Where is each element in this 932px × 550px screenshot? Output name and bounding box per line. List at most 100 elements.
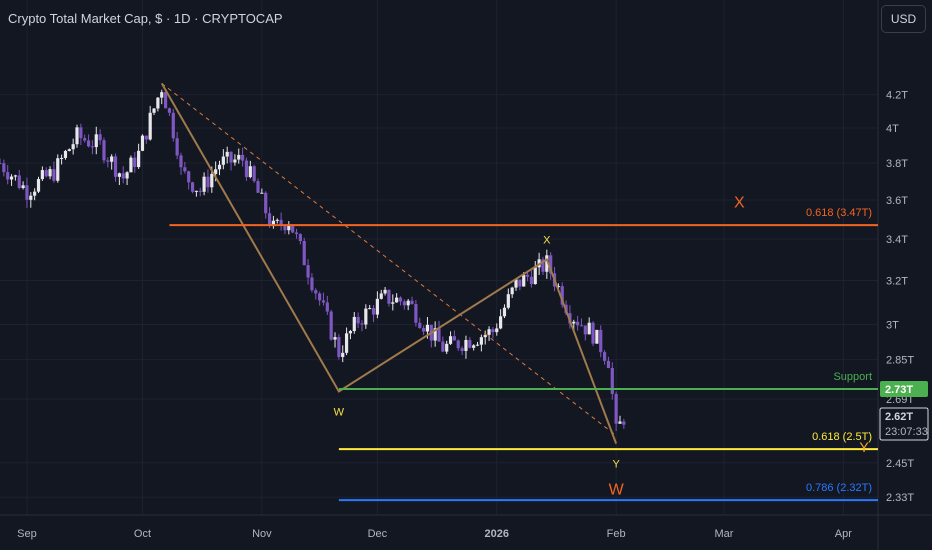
candle-body xyxy=(391,302,395,304)
candle-body xyxy=(6,172,10,180)
candle-body xyxy=(579,325,584,327)
candle-body xyxy=(344,333,349,353)
candle-body xyxy=(244,160,249,178)
candle-body xyxy=(144,135,148,140)
candle-body xyxy=(183,167,187,172)
candle-body xyxy=(368,308,372,310)
candle-body xyxy=(414,303,418,323)
candle-body xyxy=(533,267,537,285)
candle-body xyxy=(333,337,337,340)
candle-body xyxy=(472,345,476,348)
candle-body xyxy=(418,322,422,328)
candle-body xyxy=(210,173,214,188)
candle-body xyxy=(294,232,299,235)
x-tick-label: Feb xyxy=(607,528,626,540)
candle-body xyxy=(2,163,6,173)
last-price-badge-value: 2.62T xyxy=(885,411,913,423)
candle-body xyxy=(525,274,530,277)
fib-0618-upper-level[interactable]: 0.618 (3.47T) xyxy=(169,207,878,227)
candle-body xyxy=(36,179,41,192)
candle-body xyxy=(214,169,218,174)
candle-body xyxy=(63,150,68,158)
candle-body xyxy=(379,293,383,299)
projection-label-w: W xyxy=(609,481,625,498)
candle-body xyxy=(86,140,91,147)
candle-body xyxy=(406,300,410,306)
candle-body xyxy=(121,173,125,179)
candle-body xyxy=(194,190,198,192)
candle-body xyxy=(618,421,622,424)
y-tick-label: 2.33T xyxy=(886,492,914,504)
candle-body xyxy=(410,300,414,304)
candle-body xyxy=(325,302,329,312)
candle-body xyxy=(160,92,164,98)
candle-body xyxy=(29,195,33,200)
candle-body xyxy=(202,176,206,192)
candle-body xyxy=(479,337,483,345)
candle-body xyxy=(591,322,595,344)
y-axis[interactable]: 4.2T 4T 3.8T 3.6T 3.4T 3.2T 3T 2.85T 2.69T 2.45T 2… xyxy=(886,90,914,505)
x-axis[interactable]: Sep Oct Nov Dec 2026 Feb Mar Apr xyxy=(17,528,852,540)
candle-body xyxy=(106,160,110,162)
candle-body xyxy=(622,421,626,425)
candle-body xyxy=(510,287,514,295)
last-price-badge-countdown: 23:07:33 xyxy=(885,426,928,438)
candle-body xyxy=(352,316,356,332)
candle-body xyxy=(441,341,445,352)
candle-body xyxy=(229,151,233,163)
y-tick-label: 2.85T xyxy=(886,355,914,367)
candle-body xyxy=(302,240,306,266)
candle-body xyxy=(499,316,503,329)
candle-body xyxy=(52,169,56,181)
candle-body xyxy=(387,289,391,304)
support-level[interactable]: Support xyxy=(338,371,878,390)
wxy-pattern[interactable]: W X Y xyxy=(160,82,621,471)
candle-body xyxy=(549,255,553,274)
fib-0618-upper-label: 0.618 (3.47T) xyxy=(806,207,872,219)
currency-button[interactable]: USD xyxy=(881,5,926,33)
candle-body xyxy=(271,220,276,226)
candle-body xyxy=(175,138,179,156)
candle-body xyxy=(329,311,333,340)
candle-body xyxy=(545,255,549,272)
x-tick-label: Sep xyxy=(17,528,37,540)
candle-body xyxy=(298,234,302,241)
candle-body xyxy=(179,155,183,168)
candle-body xyxy=(67,149,71,151)
candle-body xyxy=(529,276,534,285)
candle-body xyxy=(140,135,145,151)
y-tick-label: 2.69T xyxy=(886,394,914,406)
candle-body xyxy=(21,185,25,189)
candle-body xyxy=(356,316,360,324)
candle-body xyxy=(518,279,522,287)
fib-0786-label: 0.786 (2.32T) xyxy=(806,482,872,494)
wxy-pattern-line[interactable] xyxy=(160,82,618,444)
candle-body xyxy=(171,112,175,139)
candle-body xyxy=(79,127,83,139)
candle-body xyxy=(0,163,2,165)
candle-body xyxy=(283,225,287,231)
candle-body xyxy=(395,297,399,303)
candle-body xyxy=(364,308,368,325)
candle-body xyxy=(371,308,376,315)
y-tick-label: 4T xyxy=(886,123,899,135)
y-tick-label: 3.2T xyxy=(886,275,908,287)
candle-body xyxy=(152,108,156,113)
support-badge-bg xyxy=(880,380,928,397)
candle-body xyxy=(452,336,457,341)
fib-0618-lower-level[interactable]: 0.618 (2.5T) xyxy=(338,431,878,451)
x-tick-label: Oct xyxy=(134,528,151,540)
candle-body xyxy=(487,329,491,335)
candle-body xyxy=(522,274,526,287)
candle-body xyxy=(398,297,403,302)
fib-0786-level[interactable]: 0.786 (2.32T) xyxy=(338,482,878,502)
candle-body xyxy=(71,144,75,150)
candle-body xyxy=(491,329,495,333)
candle-body xyxy=(48,169,52,177)
x-tick-label: Apr xyxy=(835,528,852,540)
candle-body xyxy=(248,166,252,178)
wave-label-x: X xyxy=(543,234,551,246)
candle-body xyxy=(98,134,102,141)
candle-body xyxy=(90,146,95,148)
